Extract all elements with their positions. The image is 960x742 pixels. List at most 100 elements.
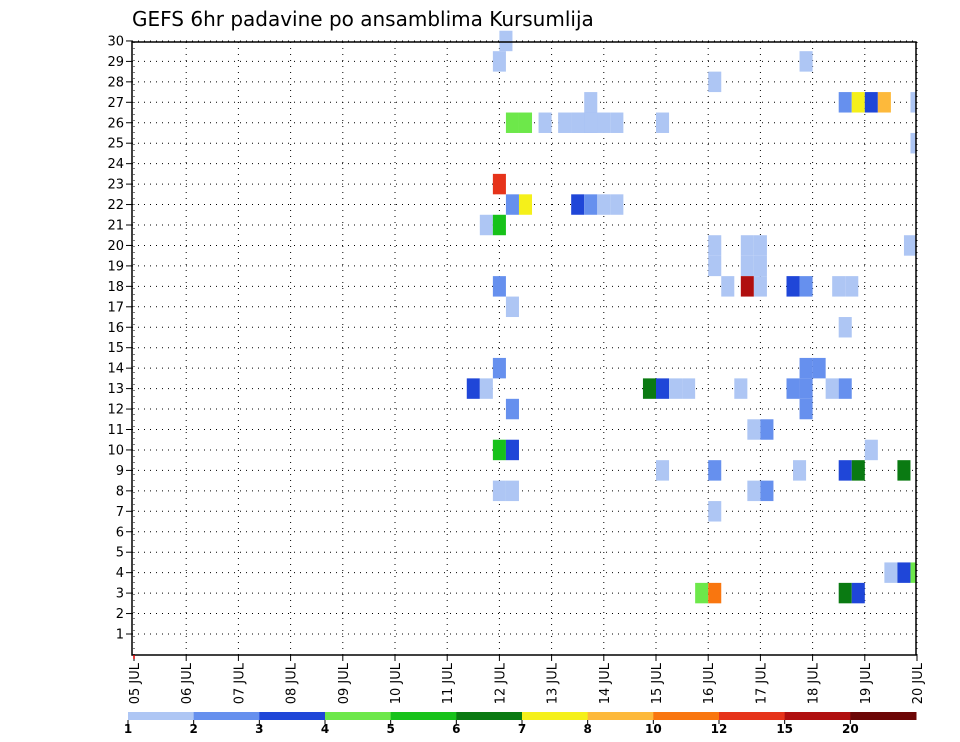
- data-cell: [610, 194, 624, 215]
- y-tick-label: 11: [107, 423, 124, 438]
- data-cell: [838, 92, 852, 113]
- data-cell: [466, 378, 480, 399]
- y-tick-label: 30: [107, 34, 124, 49]
- data-cell: [708, 235, 722, 256]
- data-cell: [877, 92, 891, 113]
- x-tick-label: 09 JUL: [337, 662, 352, 704]
- y-tick-label: 24: [107, 157, 124, 172]
- x-tick-label: 19 JUL: [859, 662, 874, 704]
- data-cell: [656, 112, 670, 133]
- data-cell: [669, 378, 683, 399]
- data-cell: [845, 276, 859, 297]
- colorbar-label: 12: [711, 722, 728, 736]
- y-tick-label: 28: [107, 75, 124, 90]
- colorbar-swatch: [325, 712, 392, 720]
- y-tick-label: 22: [107, 198, 124, 213]
- data-cell: [753, 235, 767, 256]
- colorbar-swatch: [522, 712, 589, 720]
- y-tick-label: 3: [116, 587, 124, 602]
- data-cell: [597, 194, 611, 215]
- data-cell: [656, 378, 670, 399]
- data-cell: [864, 92, 878, 113]
- data-cell: [747, 480, 761, 502]
- data-cell: [584, 194, 598, 215]
- colorbar-label: 7: [518, 722, 526, 736]
- data-cell: [786, 378, 800, 399]
- y-tick-label: 17: [107, 300, 124, 315]
- y-tick-label: 16: [107, 321, 124, 336]
- data-cell: [793, 460, 807, 481]
- data-cell: [903, 235, 916, 256]
- x-tick-label: 06 JUL: [180, 662, 195, 704]
- colorbar-swatch: [784, 712, 851, 720]
- data-cell: [832, 276, 846, 297]
- y-tick-label: 25: [107, 137, 124, 152]
- colorbar-label: 6: [452, 722, 460, 736]
- y-tick-label: 2: [116, 607, 124, 622]
- data-cell: [708, 501, 722, 522]
- x-tick-label: 08 JUL: [285, 662, 300, 704]
- chart-title: GEFS 6hr padavine po ansamblima Kursumli…: [132, 7, 594, 31]
- colorbar-label: 1: [124, 722, 132, 736]
- data-cell: [753, 276, 767, 297]
- colorbar-swatch: [456, 712, 523, 720]
- colorbar-swatch: [193, 712, 260, 720]
- data-cell: [884, 562, 898, 583]
- data-cell: [740, 235, 754, 256]
- data-cell: [571, 194, 585, 215]
- colorbar-label: 2: [189, 722, 197, 736]
- x-tick-label: 18 JUL: [807, 662, 822, 704]
- data-cell: [897, 460, 911, 481]
- y-tick-label: 6: [116, 525, 124, 540]
- x-tick-label: 11 JUL: [441, 662, 456, 704]
- data-cell: [492, 276, 506, 297]
- x-tick-label: 05 JUL: [128, 662, 143, 704]
- y-tick-label: 13: [107, 382, 124, 397]
- plot-frame: [131, 41, 917, 656]
- data-cell: [656, 460, 670, 481]
- colorbar-label: 10: [645, 722, 662, 736]
- data-cell: [518, 112, 533, 133]
- data-cell: [505, 439, 519, 461]
- data-cell: [682, 378, 696, 399]
- colorbar-label: 3: [255, 722, 263, 736]
- data-cell: [708, 582, 722, 604]
- data-cell: [492, 480, 506, 502]
- x-tick-label: 10 JUL: [389, 662, 404, 704]
- data-cell: [799, 276, 813, 297]
- colorbar-swatch: [850, 712, 917, 720]
- data-cell: [571, 112, 585, 133]
- data-cell: [799, 398, 813, 420]
- data-cell: [708, 255, 722, 277]
- y-tick-label: 9: [116, 464, 124, 479]
- data-cell: [708, 71, 722, 93]
- data-cell: [558, 112, 572, 133]
- data-cell: [864, 439, 878, 461]
- data-cell: [838, 378, 852, 399]
- colorbar-swatch: [128, 712, 195, 720]
- data-cell: [492, 357, 506, 379]
- data-cell: [812, 357, 826, 379]
- data-cell: [492, 439, 506, 461]
- y-tick-label: 5: [116, 546, 124, 561]
- colorbar-swatch: [653, 712, 720, 720]
- y-tick-label: 4: [116, 566, 124, 581]
- data-cell: [610, 112, 624, 133]
- grid-lines: [132, 40, 918, 655]
- data-cell: [695, 582, 709, 604]
- data-cell: [897, 562, 911, 583]
- colorbar-label: 5: [386, 722, 394, 736]
- data-cell: [799, 378, 813, 399]
- x-tick-label: 07 JUL: [232, 662, 247, 704]
- y-tick-label: 20: [107, 239, 124, 254]
- data-cell: [505, 480, 519, 502]
- y-tick-label: 21: [107, 219, 124, 234]
- x-tick-label: 14 JUL: [598, 662, 613, 704]
- data-cell: [708, 460, 722, 481]
- x-tick-label: 20 JUL: [911, 662, 926, 704]
- data-cell: [838, 460, 852, 481]
- data-cell: [479, 378, 493, 399]
- x-tick-label: 16 JUL: [702, 662, 717, 704]
- y-tick-label: 10: [107, 443, 124, 458]
